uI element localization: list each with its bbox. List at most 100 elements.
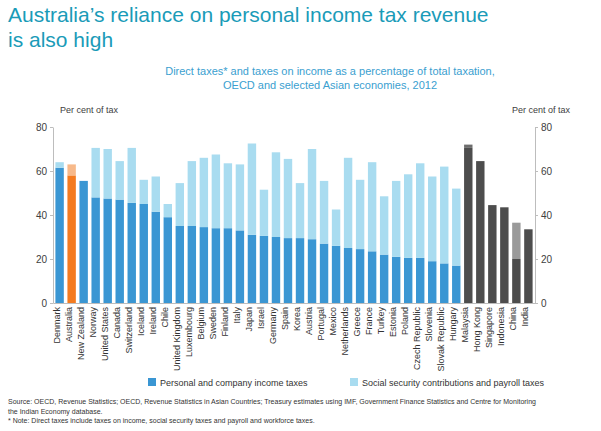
- tick-label: China: [508, 307, 518, 331]
- axis-tick: Canada: [112, 303, 122, 339]
- axis-tick: Mexico: [328, 303, 338, 336]
- bar-segment: [67, 164, 75, 175]
- axis-line: [53, 128, 54, 304]
- axis-tick: United States: [100, 303, 110, 361]
- tick-label: Indonesia: [496, 307, 506, 346]
- axis-tick: Poland: [400, 303, 410, 335]
- bar-segment: [272, 237, 280, 303]
- chart-subtitle: Direct taxes* and taxes on income as a p…: [165, 65, 495, 77]
- tick-label: Singapore: [484, 307, 494, 348]
- tick-mark: [50, 303, 53, 304]
- y-axis: 020406080: [36, 122, 54, 309]
- bar-segment: [103, 199, 111, 304]
- tick-mark: [535, 259, 538, 260]
- bar-segment: [164, 217, 172, 303]
- tick-label: Portugal: [316, 307, 326, 341]
- axis-tick: Iceland: [136, 303, 146, 336]
- bar-segment: [272, 152, 280, 237]
- tick-label: Slovak Republic: [436, 307, 446, 372]
- bar-segment: [79, 181, 87, 303]
- bar-segment: [356, 249, 364, 303]
- bar-segment: [200, 158, 208, 227]
- axis-tick: Israel: [256, 303, 266, 329]
- bar-segment: [188, 161, 196, 226]
- axis-tick: Estonia: [388, 303, 398, 337]
- tick-label: Switzerland: [124, 307, 134, 354]
- tick-label: United Kingdom: [172, 307, 182, 371]
- bar-segment: [140, 204, 148, 303]
- tick-label: Chile: [160, 307, 170, 328]
- axis-tick: 80: [535, 122, 553, 133]
- tick-label: Ireland: [148, 307, 158, 335]
- tick-label: 80: [36, 122, 48, 133]
- axis-tick: 40: [535, 210, 553, 221]
- tick-label: Slovenia: [424, 307, 434, 342]
- tick-mark: [535, 215, 538, 216]
- bar-segment: [308, 239, 316, 303]
- bar-segment: [428, 177, 436, 262]
- bar-segment: [116, 161, 124, 200]
- axis-tick: Norway: [88, 303, 98, 338]
- axis-tick: Hungary: [448, 303, 458, 341]
- bar-segment: [79, 180, 87, 181]
- tick-label: Denmark: [51, 307, 61, 344]
- tick-label: Australia: [64, 307, 74, 342]
- axis-tick: Australia: [64, 303, 74, 342]
- bar-segment: [55, 168, 63, 303]
- bar-segment: [500, 207, 508, 208]
- tick-label: 60: [541, 166, 553, 177]
- tick-label: United States: [100, 307, 110, 362]
- bar-segment: [116, 200, 124, 303]
- tick-label: 20: [541, 254, 553, 265]
- axis-tick: Finland: [220, 303, 230, 337]
- axis-tick: Turkey: [376, 303, 386, 334]
- bar-segment: [440, 167, 448, 264]
- axis-tick: Korea: [292, 303, 302, 331]
- bar-segment: [212, 155, 220, 229]
- bar-segment: [248, 144, 256, 235]
- bar-segment: [91, 197, 99, 303]
- axis-tick: Chile: [160, 303, 170, 328]
- tick-label: Estonia: [388, 307, 398, 337]
- bar-segment: [55, 162, 63, 168]
- bar-segment: [284, 238, 292, 303]
- bar-segment: [404, 174, 412, 258]
- tick-label: Sweden: [208, 307, 218, 340]
- axis-tick: Belgium: [196, 303, 206, 340]
- tick-label: Germany: [268, 307, 278, 345]
- axis-tick: Czech Republic: [412, 303, 422, 370]
- axis-tick: United Kingdom: [172, 303, 182, 371]
- tick-label: Austria: [304, 307, 314, 335]
- bar-segment: [344, 158, 352, 248]
- axis-tick: Spain: [280, 303, 290, 330]
- bar-segment: [488, 205, 496, 303]
- bar-segment: [176, 183, 184, 226]
- tick-label: Iceland: [136, 307, 146, 336]
- axis-tick: China: [508, 303, 518, 331]
- axis-tick: Germany: [268, 303, 278, 344]
- bar-segment: [128, 148, 136, 203]
- bar-segment: [224, 163, 232, 228]
- axis-tick: Ireland: [148, 303, 158, 335]
- tick-label: Czech Republic: [412, 307, 422, 371]
- legend-label: Personal and company income taxes: [160, 378, 308, 388]
- tick-label: Turkey: [376, 307, 386, 335]
- bar-segment: [212, 228, 220, 303]
- bars: [55, 144, 532, 304]
- bar-segment: [320, 244, 328, 303]
- axis-tick: Switzerland: [124, 303, 134, 354]
- bar-segment: [67, 175, 75, 303]
- axis-tick: 40: [36, 210, 53, 221]
- bar-segment: [152, 177, 160, 212]
- bar-segment: [476, 161, 484, 162]
- tick-label: Hong Kong: [472, 307, 482, 352]
- bar-segment: [188, 226, 196, 303]
- y2-axis-title: Per cent of tax: [512, 105, 571, 115]
- tick-label: 0: [541, 298, 547, 309]
- tick-label: Poland: [400, 307, 410, 335]
- footnote: Source: OECD, Revenue Statistics; OECD, …: [8, 398, 536, 406]
- bar-segment: [452, 266, 460, 303]
- axis-tick: 60: [535, 166, 553, 177]
- tick-mark: [50, 215, 53, 216]
- tick-mark: [50, 127, 53, 128]
